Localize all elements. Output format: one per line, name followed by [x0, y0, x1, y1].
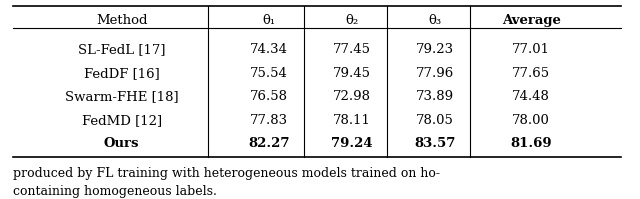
Text: Average: Average [502, 14, 561, 27]
Text: 74.48: 74.48 [512, 90, 550, 103]
Text: Method: Method [96, 14, 147, 27]
Text: 77.01: 77.01 [512, 43, 550, 56]
Text: 78.05: 78.05 [416, 114, 454, 127]
Text: Swarm-FHE [18]: Swarm-FHE [18] [65, 90, 179, 103]
Text: 82.27: 82.27 [248, 137, 289, 150]
Text: θ₁: θ₁ [262, 14, 275, 27]
Text: 77.96: 77.96 [416, 67, 454, 80]
Text: 79.24: 79.24 [331, 137, 373, 150]
Text: 77.45: 77.45 [333, 43, 371, 56]
Text: 73.89: 73.89 [416, 90, 454, 103]
Text: FedMD [12]: FedMD [12] [81, 114, 162, 127]
Text: 72.98: 72.98 [333, 90, 371, 103]
Text: θ₃: θ₃ [429, 14, 442, 27]
Text: 78.00: 78.00 [512, 114, 550, 127]
Text: 83.57: 83.57 [415, 137, 456, 150]
Text: 79.23: 79.23 [416, 43, 454, 56]
Text: 77.83: 77.83 [250, 114, 288, 127]
Text: 78.11: 78.11 [333, 114, 371, 127]
Text: produced by FL training with heterogeneous models trained on ho-: produced by FL training with heterogeneo… [13, 167, 440, 179]
Text: 75.54: 75.54 [250, 67, 288, 80]
Text: SL-FedL [17]: SL-FedL [17] [78, 43, 165, 56]
Text: FedDF [16]: FedDF [16] [84, 67, 159, 80]
Text: Ours: Ours [104, 137, 140, 150]
Text: 79.45: 79.45 [333, 67, 371, 80]
Text: containing homogeneous labels.: containing homogeneous labels. [13, 185, 217, 198]
Text: 76.58: 76.58 [250, 90, 288, 103]
Text: 81.69: 81.69 [510, 137, 552, 150]
Text: 77.65: 77.65 [512, 67, 550, 80]
Text: 74.34: 74.34 [250, 43, 288, 56]
Text: θ₂: θ₂ [346, 14, 358, 27]
